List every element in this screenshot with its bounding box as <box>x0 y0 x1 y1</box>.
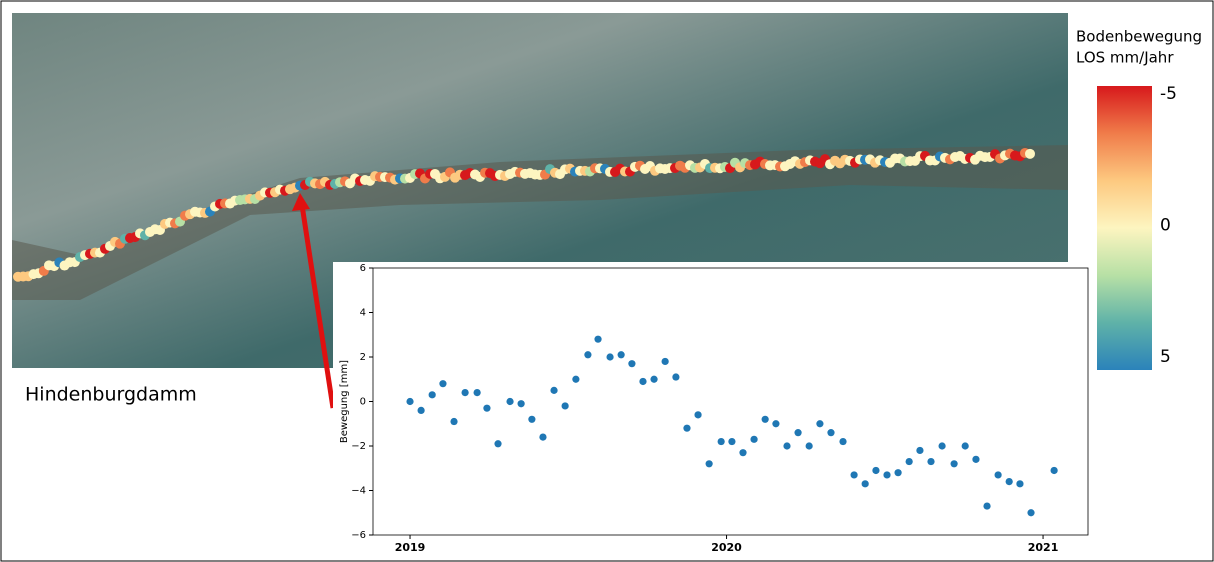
y-tick-label: 2 <box>360 352 366 363</box>
colorbar <box>1097 86 1152 370</box>
point <box>995 471 1002 478</box>
point <box>506 398 513 405</box>
chart-panel <box>333 262 1090 556</box>
point <box>872 467 879 474</box>
point <box>1016 480 1023 487</box>
point <box>850 471 857 478</box>
point <box>528 416 535 423</box>
point <box>418 407 425 414</box>
point <box>429 391 436 398</box>
point <box>550 387 557 394</box>
point <box>606 353 613 360</box>
point <box>1051 467 1058 474</box>
page: Hindenburgdamm Bodenbewegung LOS mm/Jahr -… <box>0 0 1214 562</box>
colorbar-tick-label: 0 <box>1160 215 1171 235</box>
point <box>618 351 625 358</box>
point <box>439 380 446 387</box>
point <box>783 442 790 449</box>
point <box>718 438 725 445</box>
colorbar-tick-label: 5 <box>1160 347 1171 367</box>
point <box>750 436 757 443</box>
colorbar-tick-label: -5 <box>1160 84 1177 104</box>
point <box>628 360 635 367</box>
point <box>406 398 413 405</box>
y-tick-label: 4 <box>360 308 366 319</box>
point <box>906 458 913 465</box>
y-axis-label: Bewegung [mm] <box>339 360 350 443</box>
point <box>1006 478 1013 485</box>
point <box>862 480 869 487</box>
point <box>938 442 945 449</box>
point <box>518 400 525 407</box>
point <box>806 442 813 449</box>
point <box>450 418 457 425</box>
point <box>672 373 679 380</box>
point <box>694 411 701 418</box>
point <box>916 447 923 454</box>
point <box>728 438 735 445</box>
point <box>827 429 834 436</box>
point <box>1027 509 1034 516</box>
point <box>462 389 469 396</box>
point <box>894 469 901 476</box>
point <box>494 440 501 447</box>
y-tick-label: −4 <box>351 486 366 497</box>
point <box>983 502 990 509</box>
point <box>706 460 713 467</box>
point <box>794 429 801 436</box>
y-tick-label: −6 <box>351 530 366 541</box>
colorbar-title: Bodenbewegung <box>1076 28 1202 46</box>
point <box>584 351 591 358</box>
point <box>683 425 690 432</box>
point <box>962 442 969 449</box>
colorbar-title: LOS mm/Jahr <box>1076 49 1174 67</box>
y-tick-label: 6 <box>360 263 366 274</box>
point <box>650 376 657 383</box>
point <box>483 405 490 412</box>
y-tick-label: 0 <box>360 397 366 408</box>
point <box>662 358 669 365</box>
x-tick-label: 2021 <box>1028 541 1059 554</box>
point <box>594 336 601 343</box>
point <box>639 378 646 385</box>
point <box>562 402 569 409</box>
point <box>474 389 481 396</box>
point <box>972 456 979 463</box>
map-label: Hindenburgdamm <box>25 384 197 406</box>
y-tick-label: −2 <box>351 441 366 452</box>
point <box>772 420 779 427</box>
point <box>572 376 579 383</box>
point <box>816 420 823 427</box>
dam-point <box>1025 149 1035 159</box>
point <box>883 471 890 478</box>
point <box>539 434 546 441</box>
point <box>839 438 846 445</box>
x-tick-label: 2020 <box>711 541 742 554</box>
point <box>762 416 769 423</box>
x-tick-label: 2019 <box>395 541 426 554</box>
point <box>951 460 958 467</box>
point <box>927 458 934 465</box>
point <box>739 449 746 456</box>
